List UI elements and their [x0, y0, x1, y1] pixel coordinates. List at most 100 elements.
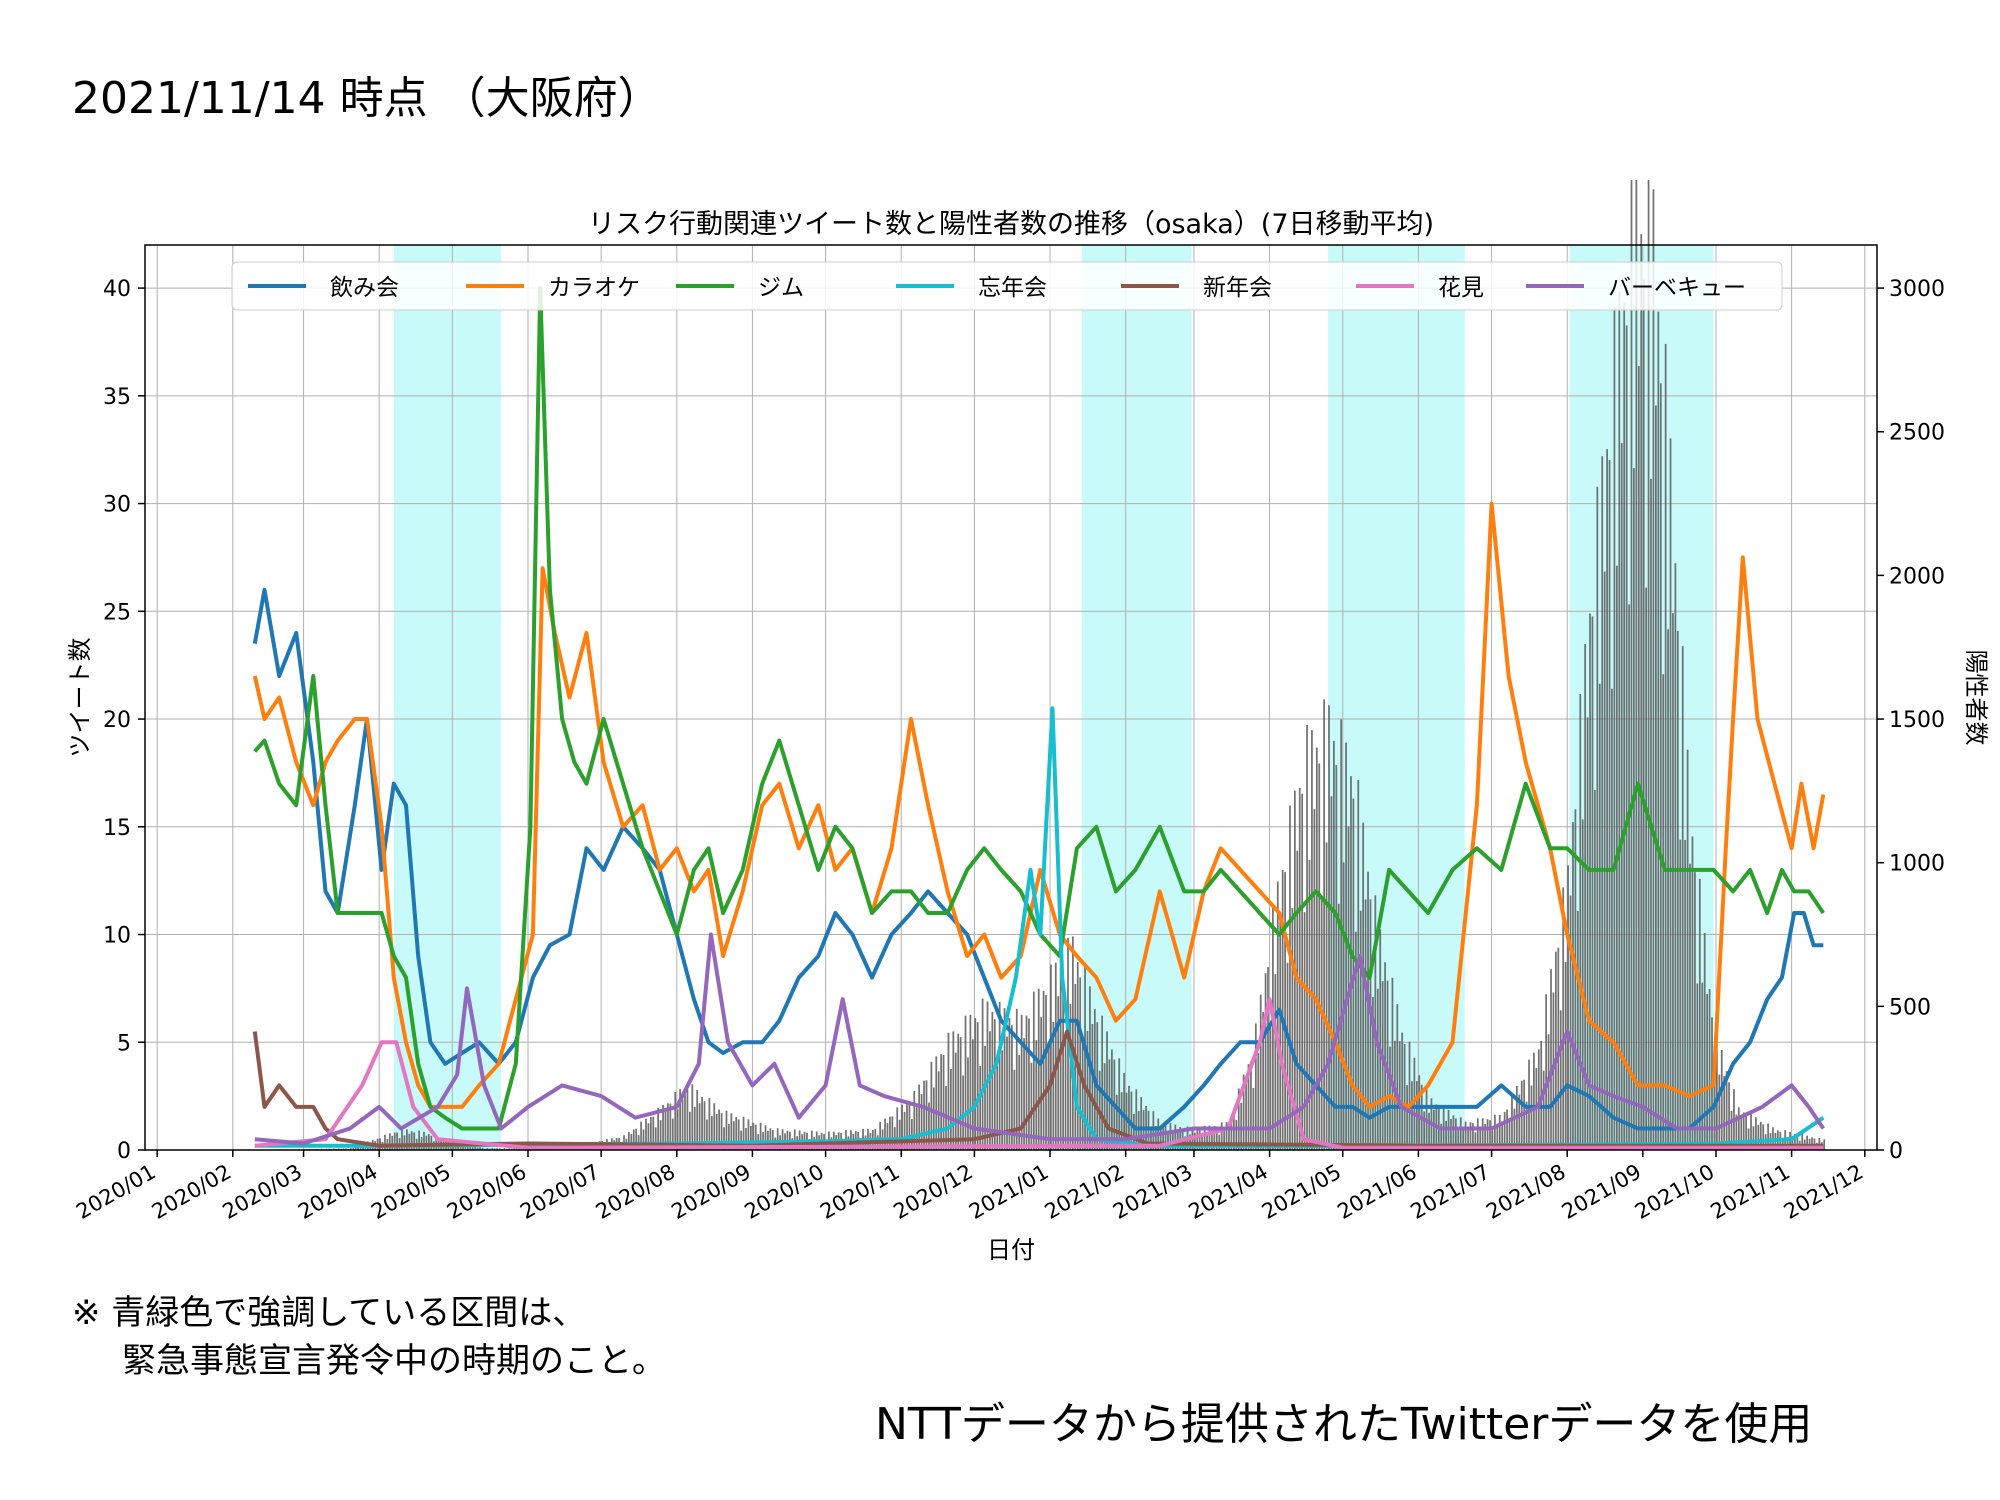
- positives-bar: [1235, 1119, 1238, 1150]
- positives-bar: [681, 1099, 684, 1150]
- positives-bar: [915, 1107, 918, 1150]
- positives-bar: [1040, 1017, 1043, 1150]
- positives-bar: [1647, 180, 1650, 1150]
- x-tick-label: 2020/01: [72, 1160, 160, 1224]
- positives-bar: [720, 1113, 723, 1150]
- positives-bar: [471, 1147, 474, 1150]
- positives-bar: [1215, 1126, 1218, 1150]
- chart: 0 5 10 15 20 25 30 35 40 0 500 1000 1500 2000 2500 3000…: [66, 180, 1990, 1264]
- positives-bar: [1662, 674, 1665, 1150]
- positives-bar: [967, 1057, 969, 1150]
- positives-bar: [1457, 1130, 1460, 1150]
- y2-tick-label: 2000: [1889, 564, 1945, 589]
- positives-bar: [1642, 279, 1645, 1151]
- positives-bar: [1130, 1091, 1133, 1150]
- positives-bar: [393, 1132, 396, 1150]
- positives-bar: [1786, 1136, 1789, 1150]
- x-tick-label: 2020/08: [592, 1160, 680, 1224]
- positives-bar: [652, 1116, 655, 1150]
- positives-bar: [1159, 1127, 1162, 1150]
- positives-bar: [352, 1148, 355, 1150]
- positives-bar: [1298, 787, 1301, 1150]
- positives-bar: [1513, 1108, 1516, 1150]
- positives-bar: [662, 1105, 664, 1150]
- positives-bar: [1655, 405, 1657, 1150]
- positives-bar: [1045, 995, 1047, 1150]
- positives-bar: [1725, 1071, 1728, 1150]
- positives-bar: [1115, 1094, 1118, 1150]
- positives-bar: [1164, 1125, 1167, 1150]
- positives-bar: [1625, 325, 1628, 1150]
- positives-bar: [1237, 1088, 1240, 1150]
- positives-bar: [1591, 616, 1594, 1150]
- positives-bar: [1301, 793, 1304, 1150]
- positives-bar: [1445, 1120, 1447, 1150]
- positives-bar: [1240, 1102, 1243, 1150]
- positives-bar: [342, 1148, 345, 1150]
- positives-bar: [1596, 486, 1599, 1150]
- positives-bar: [1484, 1124, 1487, 1150]
- positives-bar: [940, 1054, 943, 1150]
- x-tick-label: 2020/02: [148, 1160, 236, 1224]
- positives-bar: [388, 1133, 391, 1150]
- positives-bar: [1008, 1018, 1011, 1150]
- positives-bar: [1257, 1053, 1260, 1150]
- positives-bar: [1659, 383, 1662, 1150]
- positives-bar: [1364, 899, 1367, 1150]
- positives-bar: [1559, 1010, 1562, 1150]
- positives-bar: [1472, 1123, 1474, 1150]
- positives-bar: [1459, 1117, 1462, 1150]
- positives-bar: [1652, 189, 1655, 1150]
- positives-bar: [935, 1056, 938, 1150]
- positives-bar: [984, 1045, 986, 1150]
- positives-bar: [649, 1116, 652, 1150]
- y-tick-label: 35: [103, 385, 131, 410]
- positives-bar: [469, 1145, 472, 1150]
- positives-bar: [418, 1130, 420, 1150]
- positives-bar: [671, 1118, 674, 1150]
- positives-bar: [1193, 1132, 1196, 1150]
- positives-bar: [718, 1109, 721, 1150]
- positives-bar: [1123, 1072, 1125, 1150]
- positives-bar: [1489, 1120, 1491, 1150]
- positives-bar: [435, 1135, 438, 1150]
- positives-bar: [669, 1103, 672, 1150]
- positives-bar: [1247, 1064, 1250, 1150]
- positives-bar: [920, 1094, 923, 1150]
- positives-bar: [1747, 1128, 1750, 1150]
- positives-bar: [1369, 899, 1372, 1150]
- positives-bar: [364, 1145, 367, 1150]
- positives-bar: [754, 1124, 757, 1150]
- positives-bar: [1359, 910, 1362, 1150]
- y-tick-label: 10: [103, 924, 131, 949]
- positives-bar: [769, 1128, 772, 1150]
- positives-bar: [1701, 982, 1704, 1150]
- positives-bar: [1250, 1061, 1252, 1150]
- positives-bar: [1428, 1112, 1430, 1150]
- positives-bar: [742, 1116, 745, 1150]
- positives-bar: [1635, 180, 1638, 1150]
- positives-bar: [1323, 699, 1326, 1150]
- positives-bar: [454, 1145, 457, 1150]
- positives-bar: [918, 1084, 921, 1150]
- positives-bar: [1686, 749, 1689, 1150]
- positives-bar: [1354, 931, 1357, 1150]
- x-tick-label: 2020/05: [367, 1160, 455, 1224]
- positives-bar: [481, 1147, 484, 1150]
- positives-bar: [1303, 912, 1306, 1150]
- y-tick-label: 25: [103, 600, 131, 625]
- positives-bar: [1225, 1122, 1228, 1150]
- series-line-6: [254, 932, 1825, 1146]
- positives-bar: [1691, 836, 1694, 1150]
- positives-bar: [1262, 1012, 1265, 1150]
- positives-bar: [696, 1089, 699, 1150]
- positives-bar: [1230, 1115, 1233, 1150]
- positives-bar: [1003, 1008, 1006, 1150]
- positives-bar: [396, 1132, 399, 1150]
- positives-bar: [1620, 443, 1623, 1150]
- positives-bar: [508, 1148, 511, 1150]
- positives-bar: [1137, 1111, 1140, 1150]
- positives-bar: [1730, 1110, 1733, 1150]
- positives-bar: [1350, 776, 1352, 1150]
- positives-bar: [1757, 1124, 1760, 1150]
